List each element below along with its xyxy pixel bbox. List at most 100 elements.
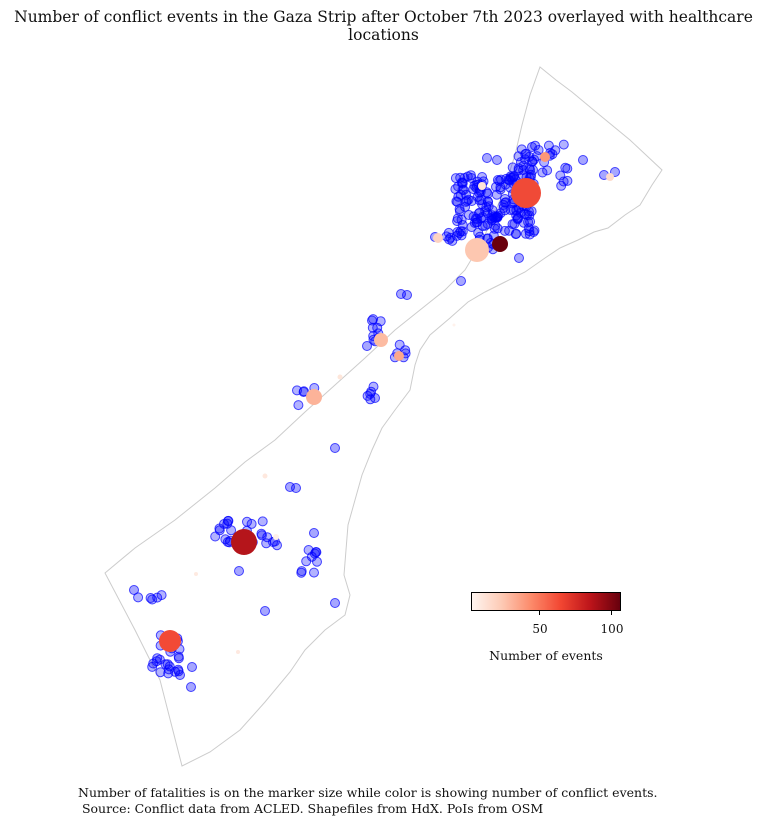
conflict-event-marker	[262, 473, 268, 479]
healthcare-point	[461, 189, 471, 200]
healthcare-point	[222, 537, 233, 547]
conflict-event-marker	[452, 323, 456, 327]
healthcare-point	[173, 653, 184, 664]
healthcare-point	[370, 393, 380, 403]
healthcare-point	[256, 528, 267, 539]
healthcare-point	[367, 322, 378, 333]
healthcare-point	[309, 528, 319, 538]
healthcare-point	[453, 181, 464, 192]
healthcare-point	[578, 155, 588, 165]
healthcare-point	[219, 519, 229, 529]
healthcare-point	[507, 162, 518, 173]
healthcare-point	[362, 390, 373, 401]
conflict-event-marker	[606, 173, 614, 181]
conflict-event-marker	[231, 529, 257, 555]
healthcare-point	[155, 667, 166, 678]
healthcare-point	[525, 216, 536, 227]
caption-line-1: Number of fatalities is on the marker si…	[78, 785, 658, 800]
caption-line-2: Source: Conflict data from ACLED. Shapef…	[78, 801, 544, 816]
healthcare-point	[246, 518, 257, 529]
conflict-event-marker	[511, 178, 541, 208]
healthcare-point	[262, 532, 273, 543]
healthcare-point	[527, 142, 537, 152]
conflict-event-marker	[273, 534, 279, 540]
healthcare-point	[459, 173, 470, 183]
healthcare-point	[309, 548, 320, 559]
healthcare-point	[509, 171, 519, 182]
conflict-events	[159, 152, 614, 654]
healthcare-point	[293, 400, 304, 411]
colorbar-tick-100	[611, 611, 612, 615]
healthcare-point	[234, 566, 244, 576]
healthcare-point	[175, 670, 185, 680]
healthcare-point	[518, 165, 529, 176]
healthcare-point	[520, 228, 531, 239]
gaza-strip-boundary	[104, 66, 663, 767]
healthcare-point	[550, 145, 561, 156]
healthcare-point	[521, 148, 532, 159]
healthcare-point	[487, 210, 498, 221]
healthcare-point	[482, 219, 493, 229]
healthcare-point	[492, 155, 502, 165]
colorbar-tick-50	[539, 611, 540, 615]
healthcare-point	[312, 556, 322, 567]
healthcare-point	[526, 206, 537, 217]
healthcare-point	[291, 483, 301, 493]
healthcare-point	[152, 592, 163, 603]
healthcare-point	[309, 567, 319, 578]
healthcare-point	[186, 682, 196, 692]
conflict-event-marker	[478, 182, 486, 190]
healthcare-point	[482, 153, 492, 163]
colorbar	[471, 592, 621, 611]
colorbar-tick-label-100: 100	[600, 622, 624, 636]
healthcare-point	[187, 662, 197, 672]
healthcare-point	[468, 211, 479, 222]
healthcare-point	[555, 170, 566, 181]
conflict-event-marker	[306, 389, 322, 405]
healthcare-point	[542, 165, 553, 176]
healthcare-point	[466, 222, 477, 233]
healthcare-point	[375, 316, 386, 327]
healthcare-point	[492, 175, 503, 185]
healthcare-point	[466, 173, 477, 183]
healthcare-point	[514, 253, 524, 263]
healthcare-point	[558, 176, 569, 187]
healthcare-point	[396, 289, 406, 299]
conflict-event-marker	[337, 374, 343, 380]
colorbar-label: Number of events	[489, 648, 603, 663]
conflict-event-marker	[492, 236, 508, 252]
conflict-event-marker	[374, 333, 388, 347]
conflict-event-marker	[159, 630, 181, 652]
healthcare-point	[151, 656, 162, 667]
healthcare-point	[524, 229, 535, 240]
healthcare-point	[296, 566, 307, 577]
caption: Number of fatalities is on the marker si…	[78, 785, 658, 817]
healthcare-point	[163, 668, 174, 679]
healthcare-point	[129, 585, 139, 595]
conflict-event-marker	[465, 238, 489, 262]
healthcare-point	[525, 164, 536, 175]
healthcare-point	[330, 443, 340, 453]
healthcare-point	[257, 516, 268, 527]
colorbar-tick-label-50: 50	[532, 622, 548, 636]
healthcare-point	[400, 345, 411, 356]
healthcare-point	[477, 199, 488, 210]
conflict-event-marker	[194, 572, 198, 576]
healthcare-point	[133, 592, 144, 603]
healthcare-point	[527, 156, 538, 167]
healthcare-point	[500, 205, 510, 216]
healthcare-point	[509, 219, 520, 229]
healthcare-point	[311, 547, 322, 558]
healthcare-point	[562, 175, 573, 186]
healthcare-point	[562, 163, 573, 174]
healthcare-point	[362, 341, 372, 351]
healthcare-point	[261, 538, 272, 549]
healthcare-point	[445, 232, 456, 243]
conflict-event-marker	[540, 152, 550, 162]
healthcare-point	[500, 194, 510, 204]
healthcare-point	[456, 276, 466, 286]
map-title: Number of conflict events in the Gaza St…	[14, 8, 753, 44]
healthcare-point	[558, 139, 569, 150]
conflict-event-marker	[433, 233, 443, 243]
